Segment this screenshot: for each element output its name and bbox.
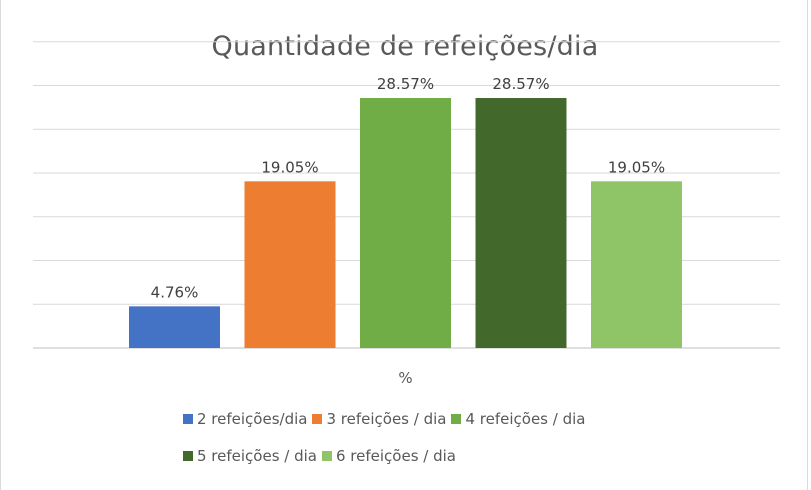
legend-item: 4 refeições / dia — [451, 410, 585, 428]
legend-label: 2 refeições/dia — [197, 410, 308, 428]
data-label: 28.57% — [492, 75, 549, 93]
legend-row: 2 refeições/dia 3 refeições / dia 4 refeiç… — [183, 410, 590, 428]
legend-item: 5 refeições / dia — [183, 447, 317, 465]
legend-swatch — [451, 414, 462, 424]
legend-swatch — [322, 451, 332, 461]
legend-row: 5 refeições / dia 6 refeições / dia — [183, 447, 461, 465]
legend-item: 6 refeições / dia — [322, 447, 456, 465]
bar — [244, 181, 336, 348]
legend-swatch — [183, 451, 193, 461]
legend-label: 6 refeições / dia — [336, 447, 456, 465]
legend-label: 3 refeições / dia — [326, 410, 447, 428]
bar — [475, 98, 567, 348]
data-label: 19.05% — [608, 158, 665, 176]
legend-item: 3 refeições / dia — [312, 410, 446, 428]
bar — [360, 98, 451, 348]
bar — [591, 181, 682, 348]
bar — [129, 306, 220, 348]
data-label: 4.76% — [151, 283, 199, 301]
legend-label: 4 refeições / dia — [465, 410, 586, 428]
x-category-label: % — [398, 369, 413, 387]
legend-swatch — [183, 414, 193, 424]
legend-item: 2 refeições/dia — [183, 410, 307, 428]
data-label: 28.57% — [377, 75, 434, 93]
legend-swatch — [312, 414, 323, 424]
legend-label: 5 refeições / dia — [197, 447, 317, 465]
chart-title: Quantidade de refeições/dia — [211, 31, 599, 62]
data-label: 19.05% — [261, 158, 318, 176]
